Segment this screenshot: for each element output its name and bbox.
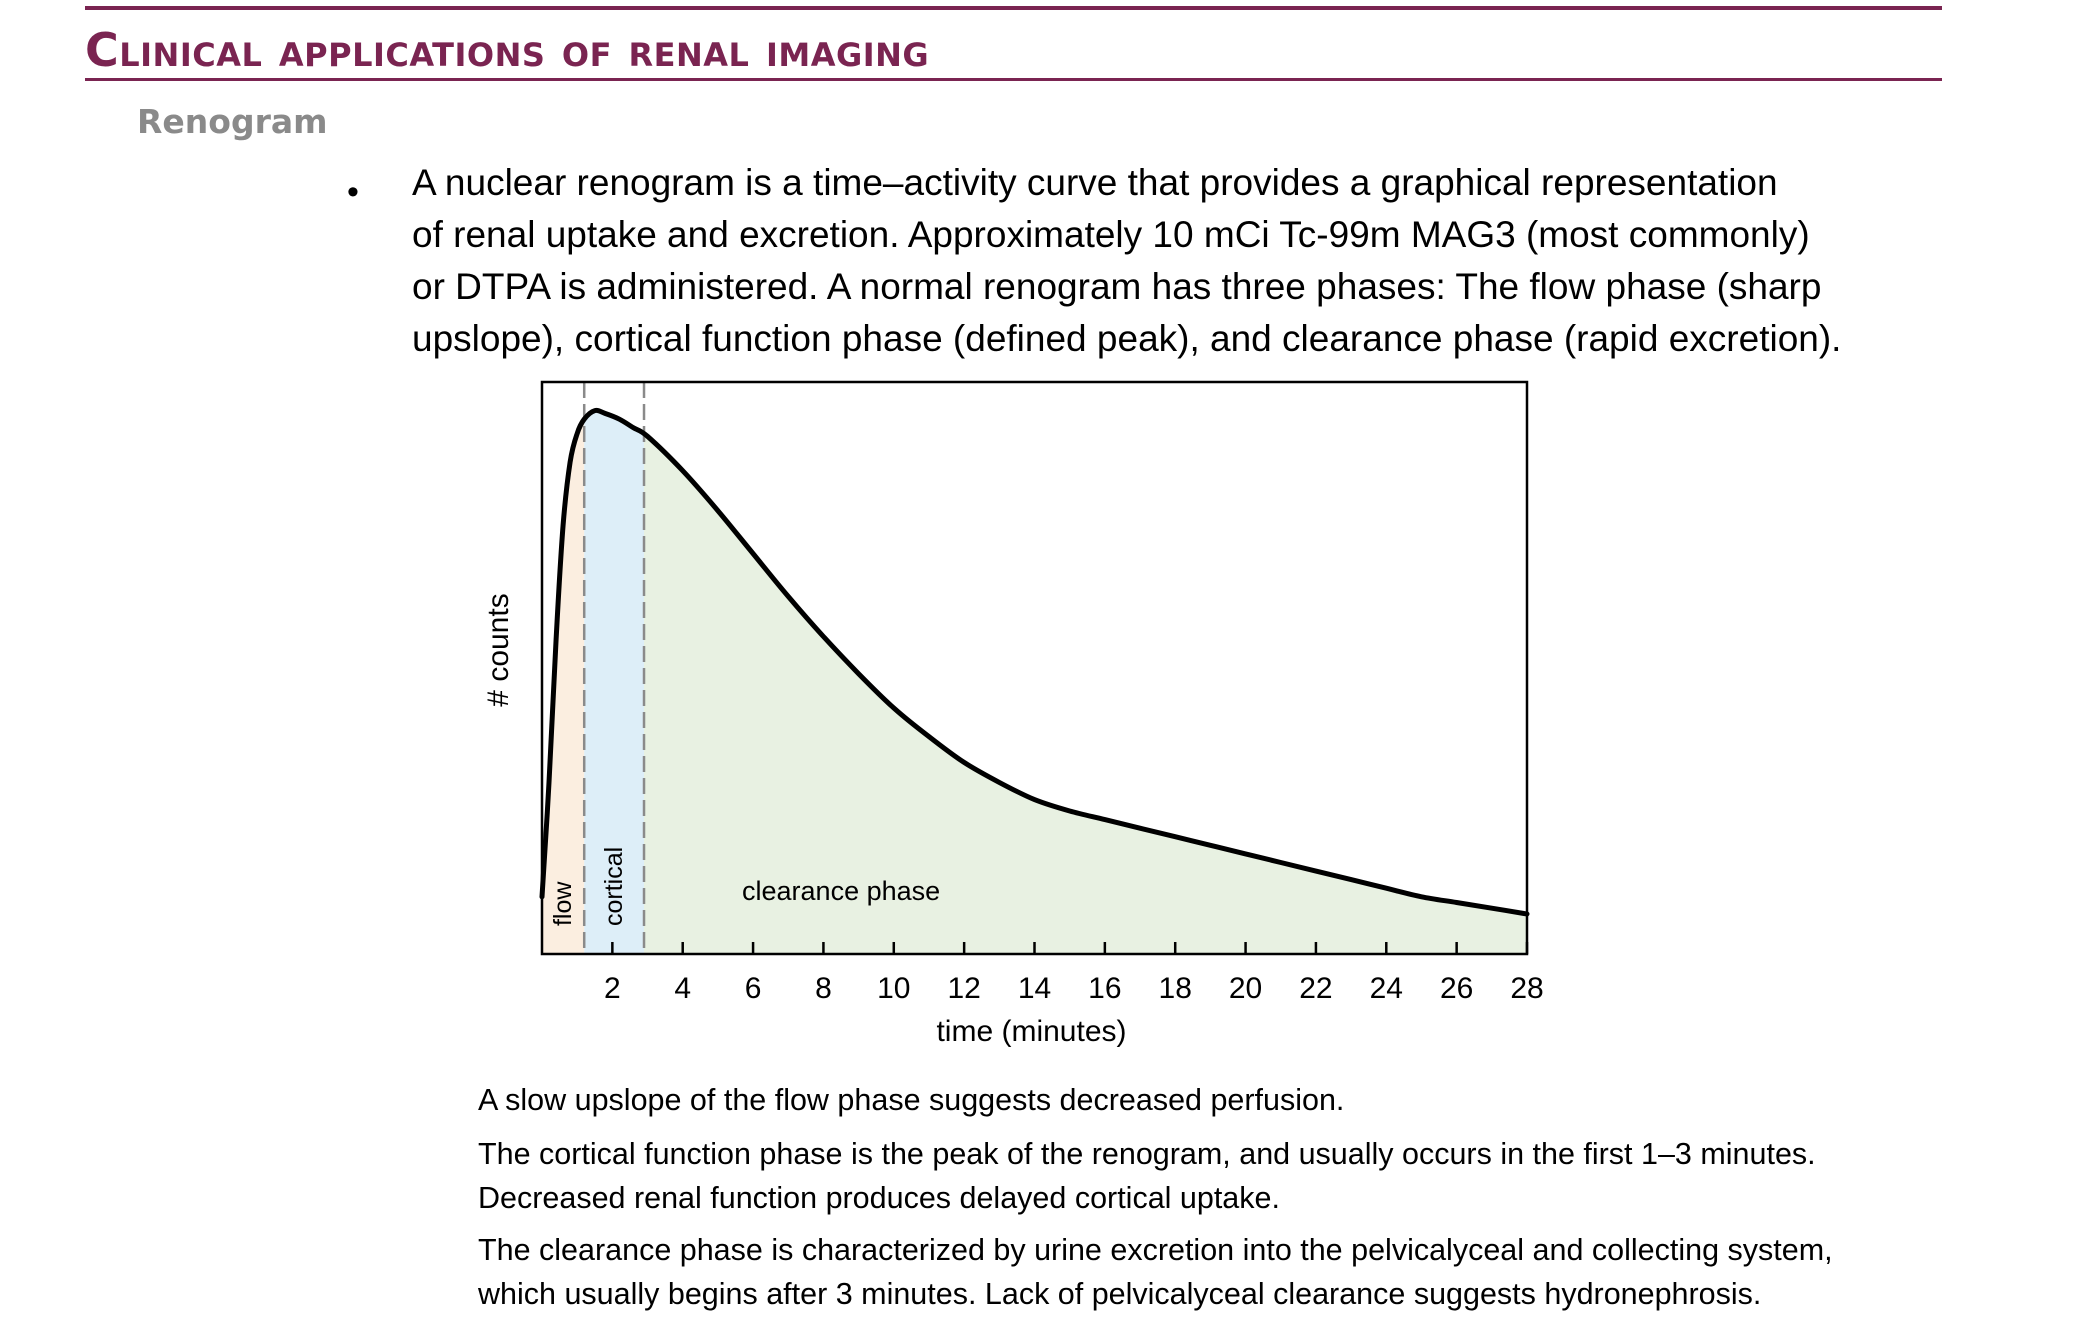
x-tick-label: 4 bbox=[674, 972, 691, 1005]
bullet-line: or DTPA is administered. A normal renogr… bbox=[412, 266, 1822, 307]
x-tick-label: 28 bbox=[1510, 972, 1543, 1005]
phase-fill-cortical bbox=[584, 410, 645, 954]
x-tick-label: 6 bbox=[745, 972, 762, 1005]
bullet-line: of renal uptake and excretion. Approxima… bbox=[412, 214, 1810, 255]
bullet-line: upslope), cortical function phase (defin… bbox=[412, 318, 1842, 359]
phase-label-clearance: clearance phase bbox=[742, 876, 940, 906]
cortical-note: The cortical function phase is the peak … bbox=[478, 1132, 1978, 1220]
flow-note-text: A slow upslope of the flow phase suggest… bbox=[478, 1083, 1345, 1117]
x-axis-title: time (minutes) bbox=[936, 1015, 1126, 1048]
clearance-note: The clearance phase is characterized by … bbox=[478, 1228, 1978, 1316]
x-tick-label: 12 bbox=[947, 972, 980, 1005]
x-tick-label: 8 bbox=[815, 972, 832, 1005]
phase-fill-clearance-phase bbox=[644, 410, 1527, 954]
renogram-chart: flow cortical clearance phase 2 4 6 8 10 12 14 16 1… bbox=[470, 370, 1570, 1060]
x-tick-label: 26 bbox=[1440, 972, 1473, 1005]
flow-note: A slow upslope of the flow phase suggest… bbox=[478, 1078, 1978, 1122]
x-tick-label: 10 bbox=[877, 972, 910, 1005]
x-tick-label: 22 bbox=[1299, 972, 1332, 1005]
header-top-rule bbox=[85, 6, 1942, 10]
phase-notes: A slow upslope of the flow phase suggest… bbox=[478, 1078, 1978, 1326]
cortical-note-line: The cortical function phase is the peak … bbox=[478, 1137, 1816, 1171]
phase-fill-flow bbox=[542, 410, 585, 954]
clearance-note-line: The clearance phase is characterized by … bbox=[478, 1233, 1833, 1267]
cortical-note-line: Decreased renal function produces delaye… bbox=[478, 1181, 1280, 1215]
x-tick-label: 20 bbox=[1229, 972, 1262, 1005]
x-tick-label: 16 bbox=[1088, 972, 1121, 1005]
bullet-paragraph: A nuclear renogram is a time–activity cu… bbox=[412, 157, 1972, 365]
subsection-title: Renogram bbox=[137, 102, 328, 141]
x-tick-label: 18 bbox=[1159, 972, 1192, 1005]
header-bottom-rule bbox=[85, 78, 1942, 81]
y-axis-title: # counts bbox=[482, 593, 515, 706]
bullet-line: A nuclear renogram is a time–activity cu… bbox=[412, 162, 1778, 203]
x-tick-label: 24 bbox=[1370, 972, 1403, 1005]
section-title: Clinical applications of renal imaging bbox=[85, 23, 930, 77]
clearance-note-line: which usually begins after 3 minutes. La… bbox=[478, 1277, 1762, 1311]
bullet-marker: • bbox=[347, 173, 359, 211]
phase-label-cortical: cortical bbox=[600, 847, 628, 926]
phase-label-flow: flow bbox=[549, 881, 577, 926]
x-tick-label: 2 bbox=[604, 972, 621, 1005]
renogram-curve bbox=[539, 407, 1530, 917]
x-tick-label: 14 bbox=[1018, 972, 1051, 1005]
